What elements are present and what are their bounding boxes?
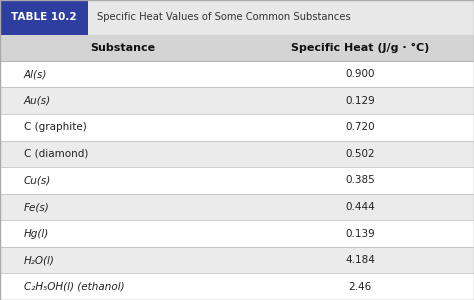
Text: Hg(l): Hg(l) (24, 229, 49, 238)
FancyBboxPatch shape (0, 167, 474, 194)
Text: Au(s): Au(s) (24, 96, 51, 106)
Text: Substance: Substance (91, 43, 156, 53)
FancyBboxPatch shape (0, 141, 474, 167)
FancyBboxPatch shape (0, 34, 474, 61)
FancyBboxPatch shape (0, 273, 474, 300)
Text: 0.720: 0.720 (346, 122, 375, 132)
FancyBboxPatch shape (0, 220, 474, 247)
Text: Specific Heat Values of Some Common Substances: Specific Heat Values of Some Common Subs… (97, 12, 351, 22)
Text: Specific Heat (J/g · °C): Specific Heat (J/g · °C) (291, 43, 429, 53)
Text: H₂O(l): H₂O(l) (24, 255, 55, 265)
Text: 0.385: 0.385 (346, 176, 375, 185)
Text: C (graphite): C (graphite) (24, 122, 86, 132)
Text: C (diamond): C (diamond) (24, 149, 88, 159)
FancyBboxPatch shape (0, 194, 474, 220)
FancyBboxPatch shape (0, 114, 474, 141)
FancyBboxPatch shape (88, 0, 474, 34)
Text: 0.129: 0.129 (346, 96, 375, 106)
Text: 0.444: 0.444 (346, 202, 375, 212)
FancyBboxPatch shape (0, 0, 88, 34)
Text: Cu(s): Cu(s) (24, 176, 51, 185)
Text: 0.139: 0.139 (346, 229, 375, 238)
Text: 0.900: 0.900 (346, 69, 375, 79)
Text: 2.46: 2.46 (348, 282, 372, 292)
Text: 4.184: 4.184 (345, 255, 375, 265)
Text: TABLE 10.2: TABLE 10.2 (11, 12, 77, 22)
FancyBboxPatch shape (0, 247, 474, 273)
Text: Fe(s): Fe(s) (24, 202, 49, 212)
FancyBboxPatch shape (0, 88, 474, 114)
FancyBboxPatch shape (0, 61, 474, 88)
Text: 0.502: 0.502 (346, 149, 375, 159)
Text: C₂H₅OH(l) (ethanol): C₂H₅OH(l) (ethanol) (24, 282, 124, 292)
Text: Al(s): Al(s) (24, 69, 47, 79)
